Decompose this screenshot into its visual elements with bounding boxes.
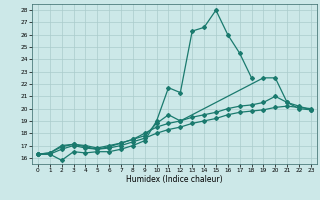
X-axis label: Humidex (Indice chaleur): Humidex (Indice chaleur): [126, 175, 223, 184]
